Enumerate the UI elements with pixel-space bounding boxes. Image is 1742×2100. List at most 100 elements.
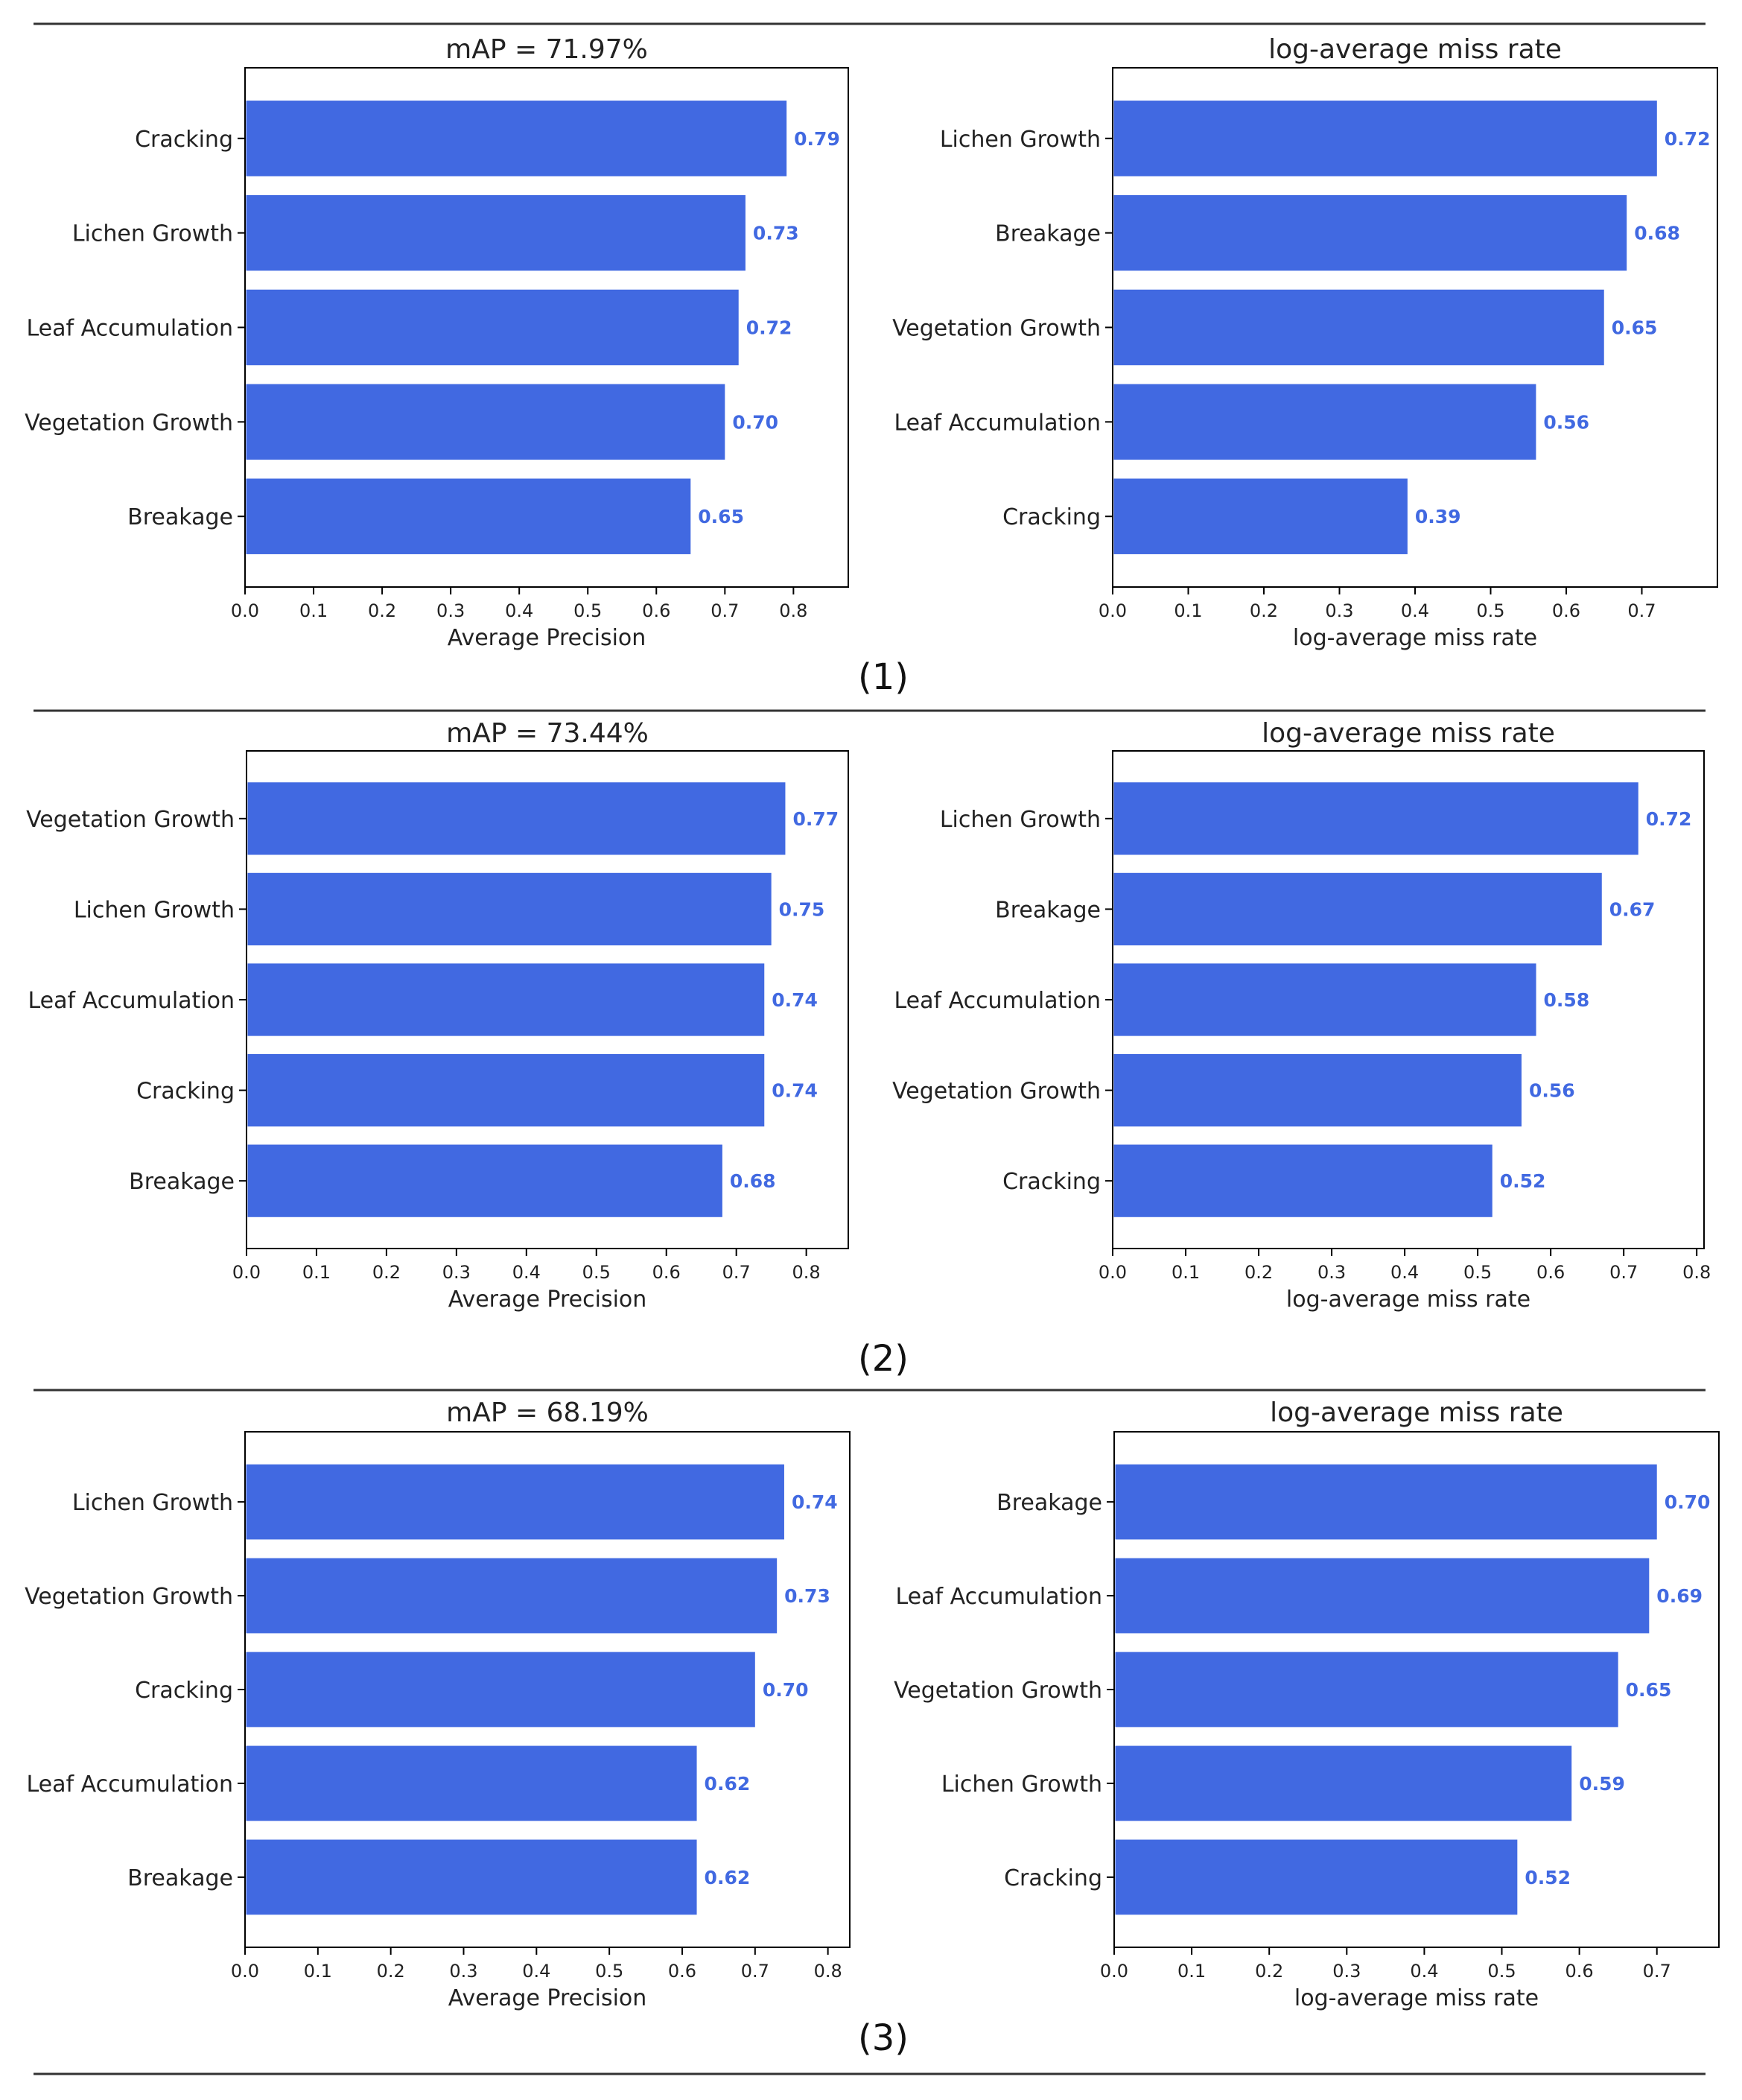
x-tick-label: 0.8 [779,600,807,621]
x-tick-label: 0.8 [814,1961,842,1982]
bar [246,1558,778,1634]
x-tick-label: 0.5 [582,1262,611,1283]
x-tick-label: 0.0 [1100,1961,1128,1982]
category-label: Breakage [995,221,1101,247]
x-tick-label: 0.0 [1099,1262,1127,1283]
bar [247,1053,765,1127]
bar [1113,478,1408,554]
bar-value-label: 0.67 [1609,898,1656,920]
x-tick-label: 0.1 [1174,600,1202,621]
x-tick-label: 0.0 [232,1262,261,1283]
chart-3: mAP = 73.44% 0.77 Vegetation Growth 0.75 Lic… [26,718,849,1313]
x-tick-label: 0.6 [1536,1262,1565,1283]
category-label: Leaf Accumulation [26,1771,233,1798]
category-label: Vegetation Growth [892,316,1101,342]
bar [1113,194,1627,271]
category-label: Lichen Growth [940,807,1101,833]
x-tick-label: 0.4 [1410,1961,1438,1982]
category-label: Breakage [996,1490,1102,1516]
x-tick-label: 0.1 [299,600,328,621]
bar-value-label: 0.74 [772,989,818,1011]
x-tick-label: 0.1 [1177,1961,1206,1982]
bar [1113,1144,1493,1217]
chart-title: log-average miss rate [1262,718,1555,749]
x-tick-label: 0.8 [1682,1262,1711,1283]
bar-value-label: 0.70 [732,411,778,433]
category-label: Cracking [1004,1865,1102,1891]
category-label: Leaf Accumulation [26,316,233,342]
x-tick-label: 0.7 [711,600,739,621]
chart-title: mAP = 73.44% [446,718,649,749]
x-tick-label: 0.6 [668,1961,696,1982]
x-tick-label: 0.4 [1401,600,1429,621]
x-tick-label: 0.3 [449,1961,477,1982]
chart-6: log-average miss rate 0.70 Breakage 0.69 Lea… [894,1398,1720,2011]
bar-value-label: 0.74 [792,1491,838,1513]
bar-value-label: 0.72 [1665,128,1711,150]
plot-frame [1112,750,1705,1249]
bar-value-label: 0.73 [753,223,799,244]
bar [246,1745,697,1821]
category-label: Vegetation Growth [26,807,235,833]
x-tick-label: 0.0 [231,1961,259,1982]
panel-label-3: (3) [858,2017,909,2059]
x-axis-label: Average Precision [448,1287,647,1313]
x-axis-label: log-average miss rate [1293,625,1537,651]
bar-value-label: 0.58 [1544,989,1590,1011]
bar [247,782,786,855]
bar [1113,782,1638,855]
charts-layer: mAP = 71.97% 0.79 Cracking 0.73 Lichen Growt… [25,34,1720,2011]
category-label: Lichen Growth [72,1490,233,1516]
x-tick-label: 0.2 [377,1961,405,1982]
bar-value-label: 0.73 [784,1585,830,1607]
category-label: Cracking [1002,1169,1101,1195]
bar [1113,872,1602,946]
x-tick-label: 0.2 [1255,1961,1283,1982]
x-tick-label: 0.1 [1172,1262,1200,1283]
bar [246,1839,697,1915]
chart-title: log-average miss rate [1268,34,1562,65]
plot-frame [244,67,849,588]
bar [246,478,691,554]
bar [1115,1464,1657,1540]
category-label: Breakage [129,1169,235,1195]
x-tick-label: 0.4 [1390,1262,1419,1283]
category-label: Cracking [135,127,233,153]
category-label: Leaf Accumulation [28,988,235,1014]
bar [1115,1558,1650,1634]
bar-value-label: 0.52 [1500,1170,1546,1192]
x-tick-label: 0.6 [1565,1961,1594,1982]
x-tick-label: 0.4 [505,600,533,621]
bar [246,101,787,177]
category-label: Lichen Growth [72,221,233,247]
bar-value-label: 0.65 [1626,1679,1672,1701]
plot-frame [246,750,849,1249]
panel-label-2: (2) [858,1338,909,1380]
x-tick-label: 0.0 [1099,600,1127,621]
bar-value-label: 0.72 [746,317,792,339]
bar [1113,1053,1522,1127]
category-label: Breakage [127,504,233,530]
x-tick-label: 0.7 [741,1961,769,1982]
bar-value-label: 0.68 [1634,223,1680,244]
bar-value-label: 0.56 [1529,1080,1575,1102]
bar [1113,963,1536,1036]
plot-frame [1113,1431,1720,1948]
chart-1: mAP = 71.97% 0.79 Cracking 0.73 Lichen Growt… [25,34,849,651]
bar-value-label: 0.74 [772,1080,818,1102]
x-tick-label: 0.7 [1627,600,1656,621]
category-label: Leaf Accumulation [894,988,1101,1014]
x-tick-label: 0.5 [573,600,602,621]
bar [1113,101,1657,177]
plot-frame [244,1431,851,1948]
bar-value-label: 0.77 [792,808,839,830]
bar [1113,289,1604,366]
x-tick-label: 0.3 [1317,1262,1346,1283]
bar [1115,1745,1572,1821]
bar-value-label: 0.75 [779,898,825,920]
category-label: Leaf Accumulation [894,410,1101,436]
bar-value-label: 0.62 [705,1773,751,1795]
x-tick-label: 0.7 [722,1262,751,1283]
chart-4: log-average miss rate 0.72 Lichen Growth 0.… [892,718,1711,1313]
bar [247,872,772,946]
